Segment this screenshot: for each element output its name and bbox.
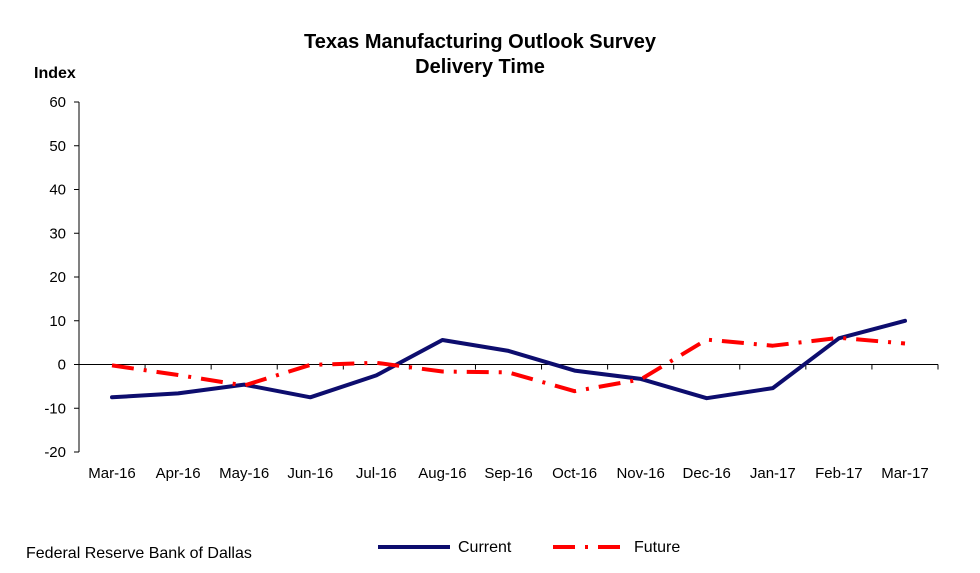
x-tick-label: Aug-16 (418, 465, 466, 482)
series-lines (110, 318, 907, 401)
legend: Current Future (378, 539, 680, 556)
x-tick-label: Feb-17 (815, 465, 863, 482)
x-tick-label: Jun-16 (287, 465, 333, 482)
x-tick-label: Nov-16 (616, 465, 664, 482)
legend-label-future: Future (634, 539, 680, 556)
x-tick-label: Sep-16 (484, 465, 532, 482)
series-line-current (110, 318, 907, 401)
chart-subtitle: Delivery Time (415, 56, 545, 78)
source-note: Federal Reserve Bank of Dallas (26, 545, 252, 562)
x-tick-label: Mar-17 (881, 465, 929, 482)
chart-title: Texas Manufacturing Outlook Survey (304, 31, 657, 53)
x-tick-label: Jan-17 (750, 465, 796, 482)
y-tick-label: 60 (49, 94, 66, 111)
y-tick-label: 40 (49, 182, 66, 199)
y-tick-label: 10 (49, 313, 66, 330)
y-tick-labels: -20 -10 0 10 20 30 40 50 60 (44, 94, 66, 461)
y-tick-label: -20 (44, 444, 66, 461)
y-axis-label: Index (34, 65, 76, 82)
x-tick-label: Oct-16 (552, 465, 597, 482)
y-tick-label: -10 (44, 400, 66, 417)
y-tick-label: 50 (49, 138, 66, 155)
axes (74, 101, 939, 453)
y-tick-label: 0 (58, 357, 66, 374)
series-line-future (111, 335, 906, 394)
x-tick-label: Jul-16 (356, 465, 397, 482)
legend-label-current: Current (458, 539, 512, 556)
x-tick-label: Apr-16 (156, 465, 201, 482)
x-tick-labels: Mar-16 Apr-16 May-16 Jun-16 Jul-16 Aug-16 Sep-… (88, 465, 928, 482)
x-tick-label: May-16 (219, 465, 269, 482)
x-tick-label: Mar-16 (88, 465, 136, 482)
y-tick-label: 20 (49, 269, 66, 286)
x-tick-label: Dec-16 (683, 465, 731, 482)
y-tick-label: 30 (49, 225, 66, 242)
